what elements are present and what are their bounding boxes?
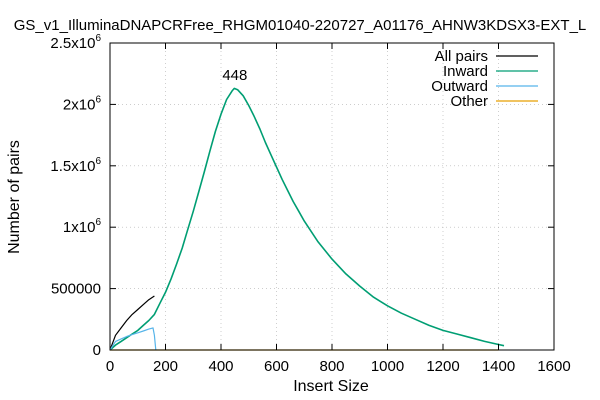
peak-annotation: 448 (222, 67, 247, 84)
x-tick-label: 1400 (482, 358, 515, 375)
y-tick-label: 2.5x106 (50, 33, 101, 52)
x-axis-title: Insert Size (293, 378, 369, 395)
x-tick-label: 1000 (371, 358, 404, 375)
y-tick-label: 1x106 (63, 217, 102, 236)
series-line-all-pairs (109, 295, 155, 351)
axis-ticks: 0 200 400 600 800 1000 1200 1400 1600 0 500000 1x10… (50, 33, 570, 375)
legend-label-inward: Inward (443, 63, 488, 80)
legend-label-other: Other (450, 93, 488, 110)
y-axis-title: Number of pairs (6, 140, 23, 254)
x-tick-label: 1600 (537, 358, 570, 375)
y-tick-label: 1.5x106 (50, 156, 101, 175)
legend-label-all-pairs: All pairs (435, 48, 488, 65)
series-line-inward (109, 87, 505, 351)
x-tick-label: 200 (153, 358, 178, 375)
x-tick-label: 600 (264, 358, 289, 375)
legend-label-outward: Outward (431, 78, 488, 95)
series-lines (109, 87, 505, 351)
x-tick-label: 0 (106, 358, 114, 375)
y-tick-label: 0 (93, 342, 101, 359)
chart-title: GS_v1_IlluminaDNAPCRFree_RHGM01040-22072… (14, 17, 587, 34)
y-tick-label: 2x106 (63, 94, 102, 113)
y-tick-label: 500000 (51, 281, 101, 298)
x-tick-label: 1200 (426, 358, 459, 375)
series-line-outward (109, 327, 157, 351)
x-tick-label: 800 (319, 358, 344, 375)
x-tick-label: 400 (208, 358, 233, 375)
